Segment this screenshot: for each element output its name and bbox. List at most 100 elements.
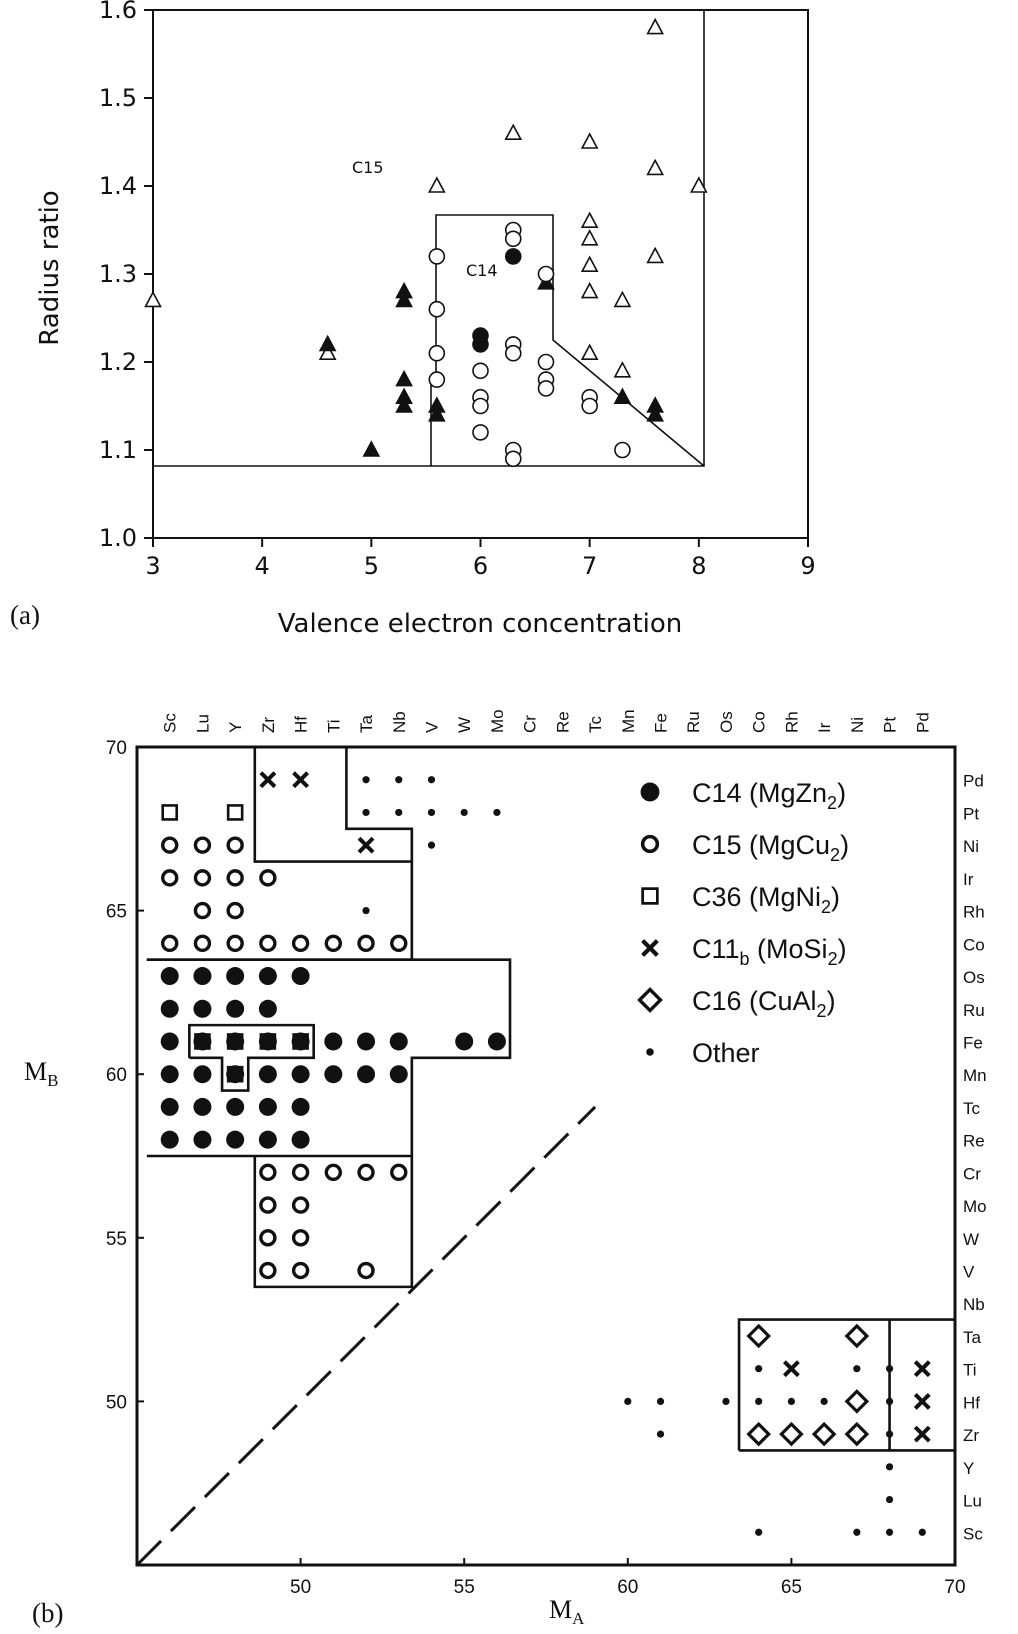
other-marker — [493, 808, 501, 817]
legend-label: C14 (MgZn — [692, 778, 827, 808]
open-circle-point — [504, 344, 522, 362]
c14-marker — [226, 1130, 245, 1149]
legend-end: (MoSi — [750, 934, 828, 964]
top-element-label: Ru — [684, 711, 703, 733]
c15-marker — [390, 1163, 408, 1182]
other-marker — [885, 1495, 894, 1504]
c14-marker — [193, 967, 212, 986]
other-marker — [853, 1365, 861, 1373]
right-element-label: Mo — [963, 1197, 987, 1216]
open-triangle-point — [613, 290, 632, 308]
c15-marker — [259, 1261, 277, 1280]
filled-triangle-point — [395, 396, 413, 413]
c15-marker — [226, 836, 244, 854]
y-tick-label: 1.0 — [99, 524, 137, 552]
c14-marker — [258, 999, 277, 1018]
c15-marker — [193, 901, 212, 920]
top-element-label: Ta — [357, 715, 376, 734]
top-element-label: Nb — [390, 711, 409, 733]
legend-end2: ) — [838, 934, 847, 964]
other-marker — [885, 1463, 894, 1471]
x-tick-label: 9 — [800, 552, 815, 580]
legend-sub: 2 — [827, 793, 837, 813]
top-element-label: Ir — [815, 722, 834, 733]
c15-marker — [324, 934, 343, 953]
open-triangle-point — [646, 158, 665, 176]
c14-marker — [455, 1032, 474, 1051]
c15-marker — [193, 836, 212, 854]
y-tick-label: 1.5 — [99, 84, 137, 112]
c11b-marker — [641, 939, 659, 957]
top-element-label: Cr — [521, 715, 540, 733]
open-circle-point — [472, 362, 489, 380]
legend-end: ) — [827, 986, 836, 1016]
c15-marker — [291, 934, 310, 953]
other-marker — [362, 907, 370, 915]
c15-marker — [640, 834, 660, 854]
other-marker — [722, 1397, 730, 1405]
c16-region — [737, 1318, 955, 1451]
open-circle-point — [504, 230, 522, 248]
region-label-c14: C14 — [466, 261, 498, 280]
x-tick-label: 60 — [617, 1577, 638, 1598]
y-tick-label: 65 — [106, 902, 127, 923]
right-element-label: Pd — [963, 772, 984, 791]
legend-label: C36 (MgNi — [692, 882, 821, 912]
filled-triangle-point — [613, 387, 632, 405]
c36-marker — [641, 887, 659, 905]
right-element-label: Ru — [963, 1001, 985, 1020]
open-triangle-point — [580, 229, 599, 246]
y-axis-label-a: Radius ratio — [35, 190, 65, 345]
c15-marker — [226, 901, 244, 920]
right-element-label: Sc — [963, 1524, 983, 1543]
c14-marker — [258, 1032, 277, 1051]
c36-marker — [259, 1033, 277, 1050]
c14-marker — [193, 1065, 212, 1084]
c14-marker — [258, 967, 277, 986]
c14-marker — [291, 1065, 310, 1084]
c11b-zr-hf-region — [253, 747, 414, 863]
y-tick-label: 1.1 — [99, 436, 137, 464]
other-marker — [656, 1397, 665, 1405]
other-marker — [885, 1528, 894, 1536]
plot-b-region-boundaries — [146, 747, 955, 1452]
c36-marker — [226, 804, 244, 821]
panel-a: 3 4 5 6 7 8 9 1.0 1.1 1.2 1.3 1.4 1.5 1.6 C15 C14 Val… — [10, 0, 816, 639]
top-element-label: Pd — [913, 712, 932, 733]
legend-sub: 2 — [821, 897, 831, 917]
c11b-marker — [292, 771, 310, 789]
open-triangle-point — [504, 123, 523, 140]
top-element-label: Mo — [488, 709, 507, 733]
top-element-label: Co — [750, 711, 769, 733]
c36-marker — [161, 804, 179, 821]
y-tick-label: 1.3 — [99, 260, 137, 288]
open-circle-point — [428, 371, 446, 388]
panel-label-a: (a) — [10, 600, 40, 630]
c15-marker — [324, 1163, 343, 1182]
c11b-marker — [259, 771, 277, 789]
legend-label: C11 — [692, 934, 740, 964]
open-triangle-point — [427, 176, 446, 193]
c15-marker — [193, 934, 212, 953]
legend-entry-label: C16 (CuAl2) — [692, 986, 836, 1021]
open-circle-point — [537, 353, 555, 371]
filled-triangle-point — [646, 405, 665, 422]
legend-sub: 2 — [830, 845, 840, 865]
right-element-label: Re — [963, 1132, 985, 1151]
top-element-label: Pt — [881, 717, 900, 733]
filled-triangle-point — [318, 334, 337, 352]
c14-marker — [324, 1065, 343, 1084]
c11b-marker — [913, 1392, 931, 1410]
c16-marker — [844, 1323, 870, 1349]
open-triangle-point — [646, 246, 665, 264]
legend-label: C15 (MgCu — [692, 830, 830, 860]
other-marker — [395, 808, 403, 817]
x-tick-label: 4 — [255, 552, 270, 580]
open-triangle-point — [580, 132, 599, 149]
c14-marker — [193, 1032, 212, 1051]
c14-marker — [226, 1065, 245, 1084]
c14-marker — [160, 1130, 179, 1149]
top-element-label: Mn — [619, 709, 638, 733]
legend: C14 (MgZn2)C15 (MgCu2)C36 (MgNi2)C11b (M… — [637, 778, 849, 1068]
